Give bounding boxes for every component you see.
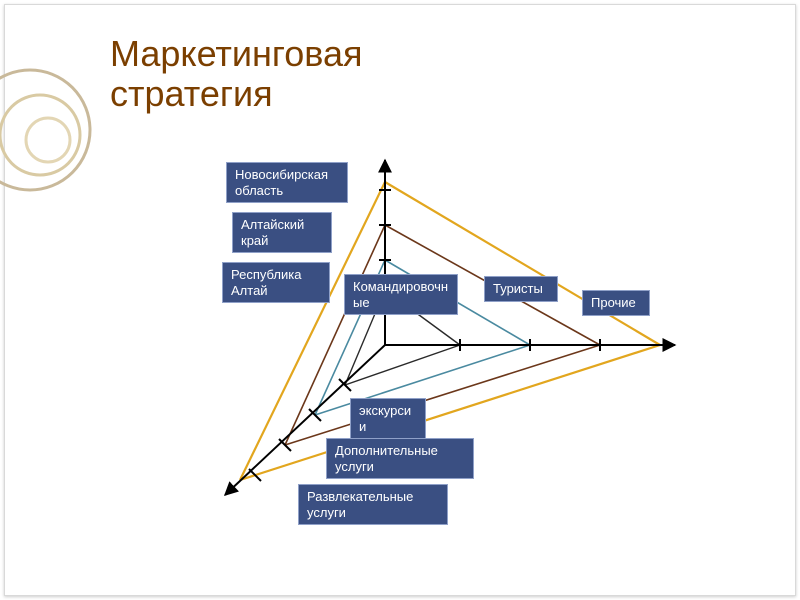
label-altai_krai: Алтайский край: [232, 212, 332, 253]
label-tourists: Туристы: [484, 276, 558, 302]
slide: Маркетинговая стратегия Новосибирская об…: [0, 0, 800, 600]
label-resp_altai: Республика Алтай: [222, 262, 330, 303]
slide-title: Маркетинговая стратегия: [110, 34, 363, 113]
label-business: Командировочные: [344, 274, 458, 315]
label-others: Прочие: [582, 290, 650, 316]
label-excursions: экскурсии: [350, 398, 426, 439]
diagram-canvas: Новосибирская область Алтайский край Респу…: [160, 140, 720, 560]
label-extra_serv: Дополнительные услуги: [326, 438, 474, 479]
label-novosibirsk: Новосибирская область: [226, 162, 348, 203]
label-ent_serv: Развлекательные услуги: [298, 484, 448, 525]
